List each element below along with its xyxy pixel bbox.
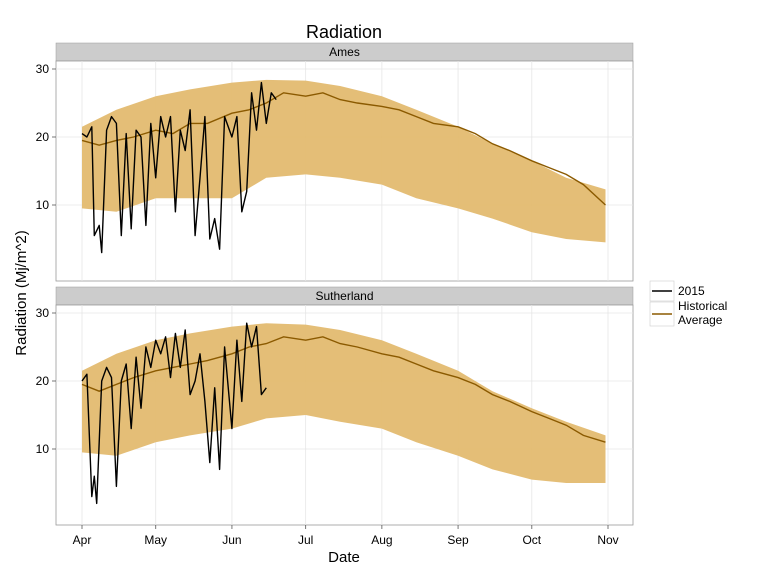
panel-ames-ytick-label-1: 20 <box>36 130 50 144</box>
panel-sutherland: Sutherland 10 20 30 <box>36 286 634 526</box>
panel-ames-2015-series <box>81 81 277 254</box>
panel-sutherland-historical-average <box>81 336 606 443</box>
panel-sutherland-2015-line <box>81 322 267 505</box>
legend-label-historical-average: Historical Average <box>678 299 731 327</box>
panel-ames-ytick-label-0: 10 <box>36 198 50 212</box>
x-axis: Apr May Jun Jul Aug Sep Oct Nov <box>73 525 619 547</box>
x-tick-label-may: May <box>144 533 167 547</box>
legend-label-historical-line1: Historical <box>678 299 727 313</box>
panel-sutherland-ytick-label-2: 30 <box>36 306 50 320</box>
chart-title: Radiation <box>306 22 382 42</box>
panel-sutherland-y-axis: 10 20 30 <box>36 306 56 456</box>
x-tick-label-jun: Jun <box>222 533 241 547</box>
panel-sutherland-2015-series <box>81 322 267 505</box>
x-tick-label-oct: Oct <box>522 533 541 547</box>
x-tick-label-sep: Sep <box>447 533 469 547</box>
panel-ames-2015-line <box>81 81 277 254</box>
panel-sutherland-historical-band <box>82 323 606 483</box>
legend-label-2015: 2015 <box>678 284 705 298</box>
panel-sutherland-ytick-label-0: 10 <box>36 442 50 456</box>
x-tick-label-nov: Nov <box>597 533 618 547</box>
panel-sutherland-average-line <box>81 336 606 443</box>
x-tick-label-aug: Aug <box>371 533 392 547</box>
panel-ames-strip-label: Ames <box>329 45 360 59</box>
panel-sutherland-strip-label: Sutherland <box>315 289 373 303</box>
panel-sutherland-band-area <box>82 323 606 483</box>
panel-ames: Ames 10 20 30 <box>36 42 634 282</box>
legend: 2015 Historical Average <box>649 280 731 327</box>
legend-label-historical-line2: Average <box>678 313 723 327</box>
x-axis-label: Date <box>328 549 360 566</box>
x-tick-label-jul: Jul <box>298 533 313 547</box>
y-axis-label: Radiation (Mj/m^2) <box>13 230 30 355</box>
panel-ames-y-axis: 10 20 30 <box>36 62 56 212</box>
x-tick-label-apr: Apr <box>73 533 92 547</box>
panel-sutherland-ytick-label-1: 20 <box>36 374 50 388</box>
panel-ames-ytick-label-2: 30 <box>36 62 50 76</box>
